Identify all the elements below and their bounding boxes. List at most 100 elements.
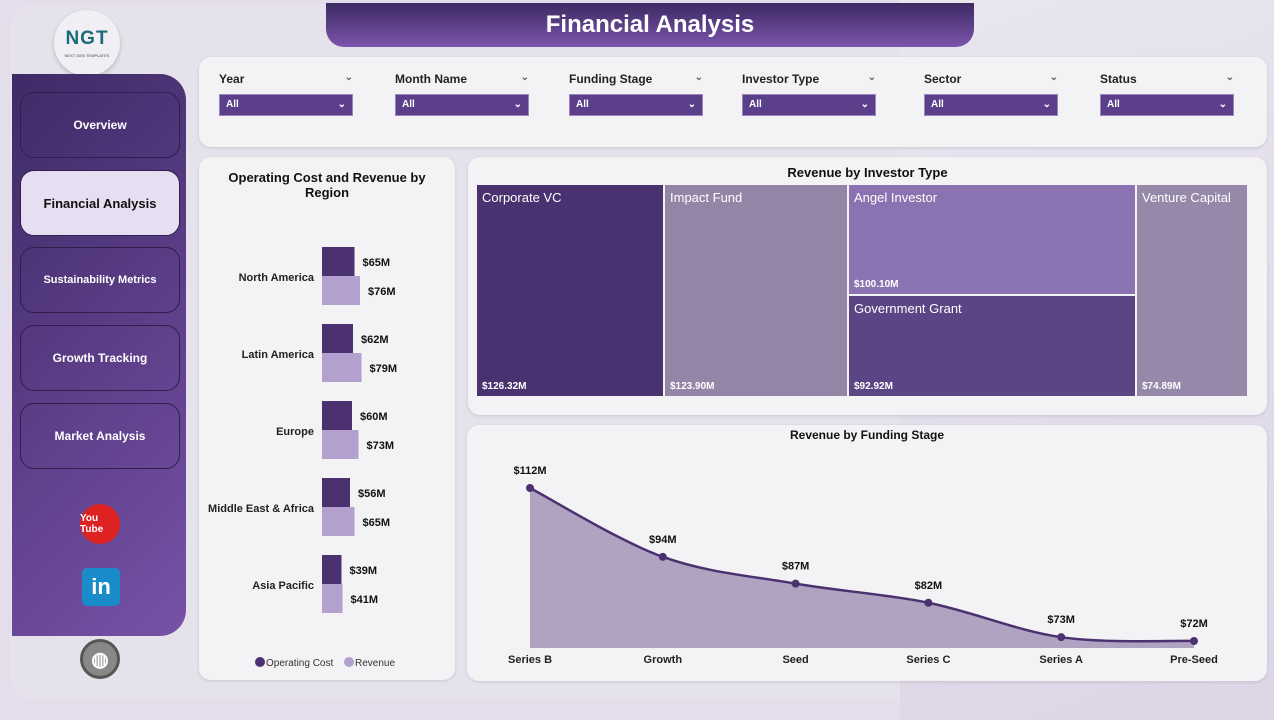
filter-funding-stage[interactable]: Funding Stage ⌄ All ⌄ [569,72,703,116]
nav-sustainability-metrics[interactable]: Sustainability Metrics [20,247,180,313]
point-label: $94M [649,534,677,546]
x-tick-label: Pre-Seed [1170,654,1218,666]
point-label: $73M [1047,614,1075,626]
filter-month-name[interactable]: Month Name ⌄ All ⌄ [395,72,529,116]
operating-cost-bar[interactable] [322,401,352,430]
x-tick-label: Series A [1039,654,1083,666]
revenue-bar[interactable] [322,353,362,382]
filter-sector[interactable]: Sector ⌄ All ⌄ [924,72,1058,116]
bar-data-label: $39M [350,565,378,577]
tile-value: $92.92M [854,381,893,392]
treemap-tile[interactable]: Corporate VC $126.32M [477,185,663,396]
bar-data-label: $41M [351,594,379,606]
data-point[interactable] [1057,633,1066,642]
filter-dropdown[interactable]: All ⌄ [1100,94,1234,116]
filter-label: Status ⌄ [1100,72,1234,86]
region-label: Latin America [242,349,315,361]
data-point[interactable] [924,598,933,607]
youtube-icon[interactable]: You Tube [80,504,120,544]
chevron-down-icon[interactable]: ⌄ [694,72,703,83]
legend-revenue-marker [344,657,354,667]
tile-value: $126.32M [482,381,527,392]
operating-cost-bar[interactable] [322,324,353,353]
region-label: Asia Pacific [252,580,314,592]
bar-data-label: $62M [361,334,389,346]
linkedin-icon[interactable]: in [82,568,120,606]
region-label: North America [239,272,315,284]
bar-data-label: $65M [363,257,391,269]
funding-stage-area-chart: $112M Series B $94M Growth $87M Seed $82M Serie… [508,465,1218,666]
logo: NGT NEXT GEN TEMPLATES [54,10,120,76]
filter-label: Investor Type ⌄ [742,72,876,86]
chevron-down-icon: ⌄ [860,99,869,110]
nav-market-analysis[interactable]: Market Analysis [20,403,180,469]
filter-year[interactable]: Year ⌄ All ⌄ [219,72,353,116]
point-label: $112M [513,465,546,477]
legend-operating-cost-marker [255,657,265,667]
sidebar: Overview Financial Analysis Sustainabili… [12,74,186,636]
treemap-tile[interactable]: Venture Capital $74.89M [1137,185,1247,396]
point-label: $87M [782,561,810,573]
chevron-down-icon[interactable]: ⌄ [1049,72,1058,83]
data-point[interactable] [658,552,667,561]
tile-value: $74.89M [1142,381,1181,392]
x-tick-label: Series C [906,654,950,666]
revenue-bar[interactable] [322,584,343,613]
chevron-down-icon: ⌄ [687,99,696,110]
chevron-down-icon[interactable]: ⌄ [344,72,353,83]
revenue-bar[interactable] [322,430,359,459]
region-bar-chart: North America $65M $76M Latin America $62M $7… [208,247,397,669]
bar-data-label: $56M [358,488,386,500]
filter-dropdown[interactable]: All ⌄ [395,94,529,116]
filter-label: Month Name ⌄ [395,72,529,86]
bar-data-label: $65M [363,517,391,529]
operating-cost-bar[interactable] [322,247,355,276]
chevron-down-icon[interactable]: ⌄ [520,72,529,83]
filter-dropdown[interactable]: All ⌄ [219,94,353,116]
chevron-down-icon[interactable]: ⌄ [1225,72,1234,83]
filter-investor-type[interactable]: Investor Type ⌄ All ⌄ [742,72,876,116]
data-point[interactable] [1190,637,1198,645]
chevron-down-icon: ⌄ [1218,99,1227,110]
bar-data-label: $60M [360,411,388,423]
legend-revenue[interactable]: Revenue [355,658,395,669]
region-label: Europe [276,426,314,438]
tile-value: $123.90M [670,381,715,392]
treemap-tile[interactable]: Government Grant $92.92M [849,296,1135,396]
chevron-down-icon: ⌄ [513,99,522,110]
page-title: Financial Analysis [326,3,974,47]
chevron-down-icon[interactable]: ⌄ [867,72,876,83]
tile-name: Government Grant [854,301,962,316]
point-label: $72M [1180,618,1208,630]
legend-operating-cost[interactable]: Operating Cost [266,658,333,669]
filter-label: Year ⌄ [219,72,353,86]
data-point[interactable] [526,484,534,492]
nav-growth-tracking[interactable]: Growth Tracking [20,325,180,391]
bar-data-label: $73M [367,440,395,452]
operating-cost-bar[interactable] [322,555,342,584]
filter-label: Funding Stage ⌄ [569,72,703,86]
x-tick-label: Seed [782,654,808,666]
area-line [529,486,1195,643]
operating-cost-bar[interactable] [322,478,350,507]
area-fill [530,488,1194,648]
area-chart-title: Revenue by Funding Stage [789,428,945,442]
chevron-down-icon: ⌄ [337,99,346,110]
treemap-tile[interactable]: Angel Investor $100.10M [849,185,1135,294]
region-chart-title: Operating Cost and Revenue by Region [228,170,426,200]
nav-overview[interactable]: Overview [20,92,180,158]
data-point[interactable] [791,579,800,588]
filter-dropdown[interactable]: All ⌄ [742,94,876,116]
revenue-bar[interactable] [322,507,355,536]
filter-dropdown[interactable]: All ⌄ [924,94,1058,116]
tile-value: $100.10M [854,279,899,290]
filter-dropdown[interactable]: All ⌄ [569,94,703,116]
treemap-tile[interactable]: Impact Fund $123.90M [665,185,847,396]
nav-financial-analysis[interactable]: Financial Analysis [20,170,180,236]
revenue-bar[interactable] [322,276,360,305]
filter-status[interactable]: Status ⌄ All ⌄ [1100,72,1234,116]
globe-icon[interactable]: ◍ [80,639,120,679]
filter-panel [199,57,1267,147]
x-tick-label: Series B [508,654,552,666]
tile-name: Corporate VC [482,190,562,205]
